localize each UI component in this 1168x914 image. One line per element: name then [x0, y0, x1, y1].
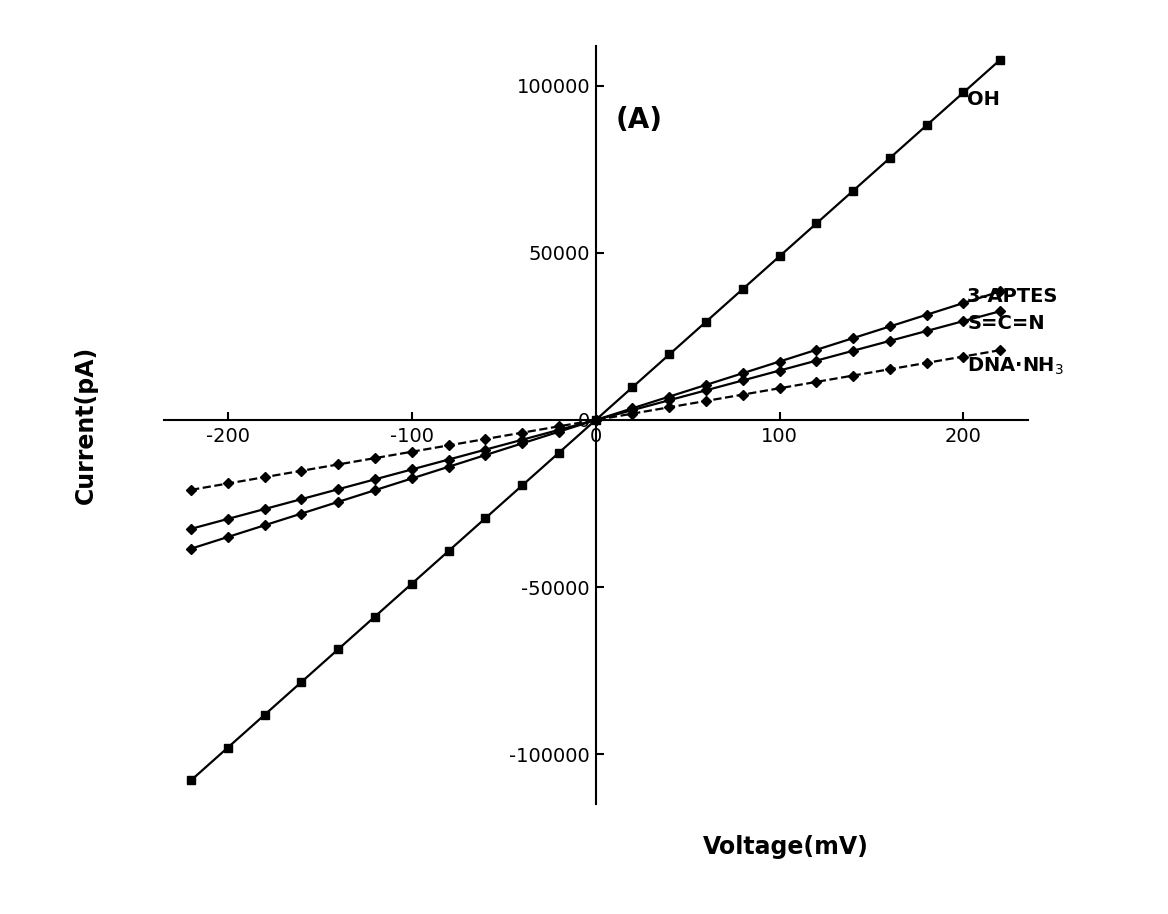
- Text: DNA·NH$_3$: DNA·NH$_3$: [967, 356, 1064, 377]
- Text: S=C=N: S=C=N: [967, 314, 1045, 333]
- Text: (A): (A): [616, 106, 662, 134]
- Text: Current(pA): Current(pA): [74, 345, 98, 505]
- Text: 3-APTES: 3-APTES: [967, 287, 1058, 306]
- Text: OH: OH: [967, 90, 1000, 109]
- Text: Voltage(mV): Voltage(mV): [703, 834, 869, 858]
